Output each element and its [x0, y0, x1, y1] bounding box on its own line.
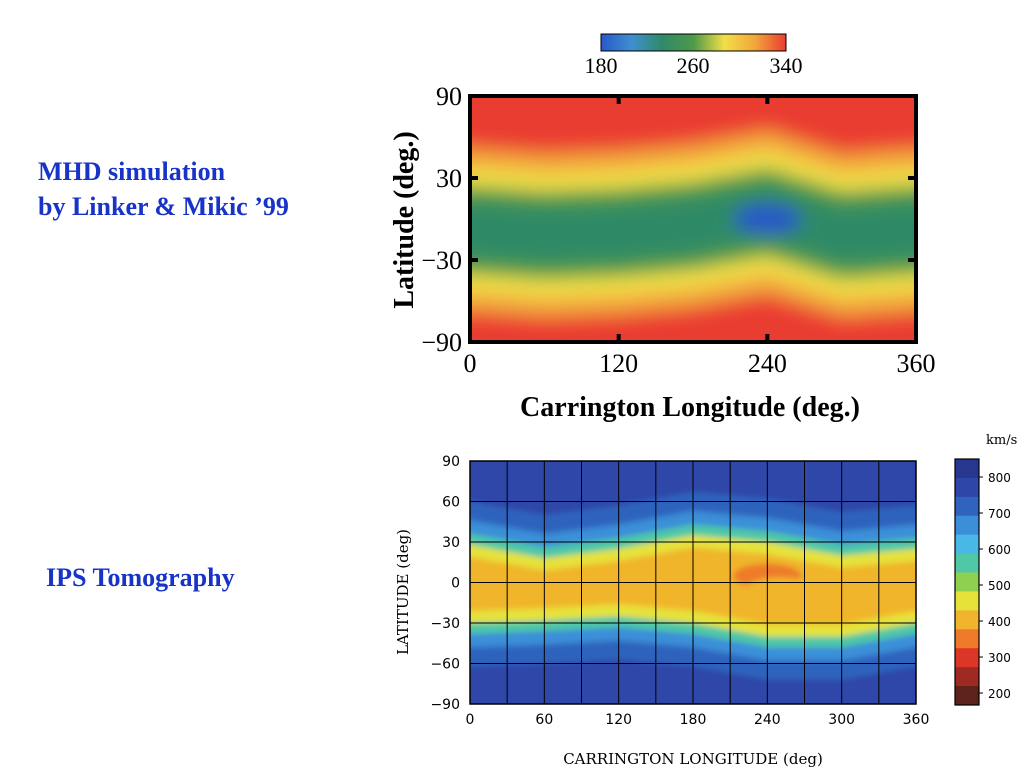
ips-caption: IPS Tomography	[46, 563, 235, 592]
mhd-caption-line1: MHD simulation	[38, 157, 226, 186]
ips-colorbar-band	[955, 648, 979, 668]
ips-colorbar-tick-label: 300	[988, 651, 1011, 665]
ips-y-tick-label: −90	[430, 697, 460, 713]
mhd-colorbar: 180 260 340	[585, 33, 803, 78]
ips-colorbar-bands	[955, 459, 979, 706]
ips-colorbar-band	[955, 553, 979, 574]
ips-colorbar-tick-label: 200	[988, 687, 1011, 701]
mhd-x-tick-label: 360	[897, 349, 936, 378]
mhd-field	[470, 96, 916, 342]
mhd-y-tick-label: −30	[421, 246, 462, 275]
ips-x-tick-label: 360	[903, 712, 930, 728]
ips-colorbar-labels: 800 700 600 500 400 300 200	[979, 471, 1011, 701]
ips-colorbar-band	[955, 534, 979, 555]
ips-colorbar-unit: km/s	[986, 433, 1017, 448]
ips-colorbar-tick-label: 800	[988, 471, 1011, 485]
ips-colorbar-tick-label: 600	[988, 543, 1011, 557]
ips-y-axis-label: LATITUDE (deg)	[394, 529, 412, 655]
ips-colorbar-band	[955, 459, 979, 479]
mhd-heatmap-fill	[470, 96, 916, 342]
mhd-colorbar-tick-label: 340	[770, 53, 803, 78]
mhd-caption-line2: by Linker & Mikic ’99	[38, 192, 289, 221]
mhd-plot-frame	[468, 94, 918, 344]
ips-colorbar-band	[955, 667, 979, 687]
ips-x-axis-label: CARRINGTON LONGITUDE (deg)	[563, 750, 823, 768]
ips-x-tick-label: 180	[680, 712, 707, 728]
mhd-y-tick-label: 30	[436, 164, 462, 193]
ips-y-tick-label: −30	[430, 616, 460, 632]
ips-colorbar-band	[955, 686, 979, 706]
ips-x-tick-label: 300	[828, 712, 855, 728]
ips-colorbar-band	[955, 572, 979, 592]
ips-y-tick-label: 90	[442, 454, 460, 470]
mhd-ticks: 0 120 240 360 90 30 −30 −90	[421, 82, 935, 378]
mhd-x-tick-label: 240	[748, 349, 787, 378]
ips-x-tick-label: 240	[754, 712, 781, 728]
ips-x-tick-label: 0	[466, 712, 475, 728]
ips-colorbar-band	[955, 610, 979, 630]
ips-x-tick-label: 60	[535, 712, 553, 728]
mhd-colorbar-bar	[600, 33, 787, 52]
ips-y-tick-label: −60	[430, 657, 460, 673]
ips-y-tick-label: 30	[442, 535, 460, 551]
ips-colorbar-band	[955, 496, 979, 517]
ips-colorbar: km/s 800 700 600 500 400 300 200	[954, 433, 1017, 706]
ips-y-tick-label: 0	[451, 576, 460, 592]
ips-slow-spot	[745, 577, 814, 602]
mhd-x-tick-label: 0	[464, 349, 477, 378]
mhd-colorbar-tick-label: 260	[677, 53, 710, 78]
ips-colorbar-tick-label: 500	[988, 579, 1011, 593]
mhd-x-tick-label: 120	[599, 349, 638, 378]
ips-colorbar-tick-label: 400	[988, 615, 1011, 629]
ips-x-tick-label: 120	[605, 712, 632, 728]
mhd-heatmap: 0 120 240 360 90 30 −30 −90 Carrington Longitud…	[389, 82, 936, 423]
mhd-x-axis-label: Carrington Longitude (deg.)	[520, 392, 860, 423]
ips-colorbar-band	[955, 477, 979, 498]
ips-colorbar-band	[955, 515, 979, 536]
ips-y-tick-label: 60	[442, 495, 460, 511]
mhd-colorbar-tick-label: 180	[585, 53, 618, 78]
ips-colorbar-band	[955, 591, 979, 611]
mhd-band	[470, 184, 916, 263]
mhd-y-tick-label: 90	[436, 82, 462, 111]
ips-colorbar-frame	[954, 458, 980, 706]
mhd-minimum-spot	[733, 204, 802, 234]
mhd-caption: MHD simulation by Linker & Mikic ’99	[38, 154, 289, 224]
ips-colorbar-band	[955, 629, 979, 649]
ips-plot-frame	[469, 460, 917, 705]
ips-grid	[470, 461, 916, 704]
mhd-y-axis-label: Latitude (deg.)	[389, 131, 420, 308]
mhd-y-tick-label: −90	[421, 328, 462, 357]
ips-slow-spot	[861, 577, 916, 602]
ips-colorbar-tick-label: 700	[988, 507, 1011, 521]
